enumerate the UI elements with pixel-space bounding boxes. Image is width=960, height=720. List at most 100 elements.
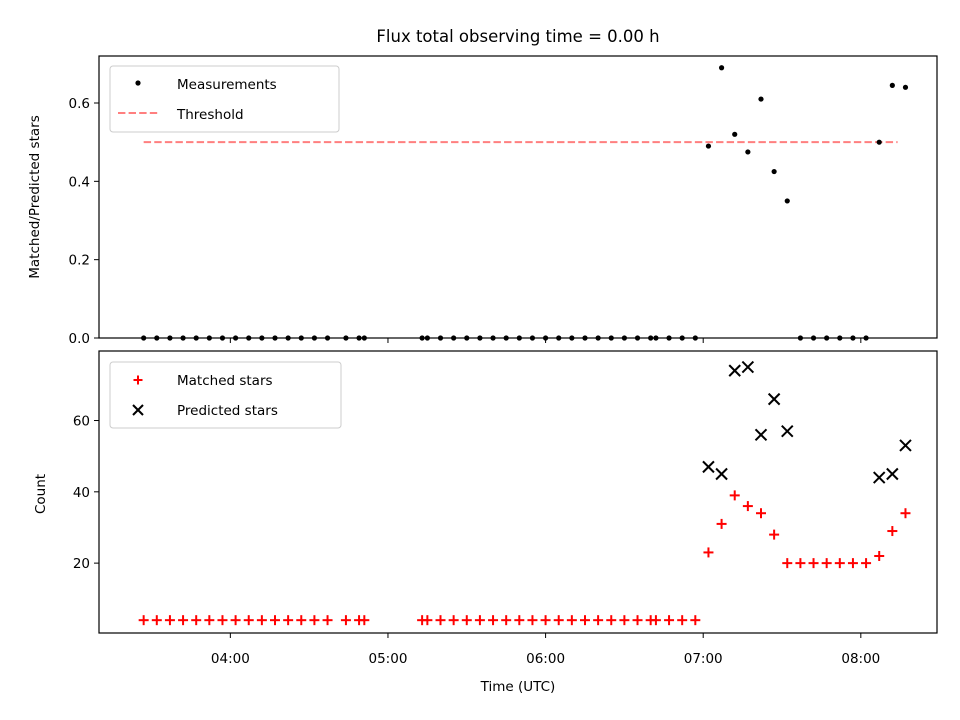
measurements-point	[745, 149, 751, 155]
bottom-x-ticks: 04:00 05:00 06:00 07:00 08:00	[211, 633, 880, 667]
predicted-stars-point	[781, 425, 794, 438]
matched-stars-point	[579, 615, 590, 626]
matched-stars-point	[874, 550, 885, 561]
y-tick-label: 0.6	[69, 96, 90, 112]
y-tick-label: 0.4	[69, 174, 90, 190]
matched-stars-point	[178, 615, 189, 626]
top-legend: Measurements Threshold	[109, 65, 340, 133]
matched-stars-point	[164, 615, 175, 626]
x-tick-label: 08:00	[841, 651, 880, 667]
measurements-point	[718, 65, 725, 71]
matched-stars-point	[664, 615, 675, 626]
measurements-point	[771, 168, 777, 175]
matched-stars-point	[204, 615, 215, 626]
predicted-stars-point	[886, 467, 899, 481]
top-legend-box	[109, 65, 340, 133]
matched-stars-point	[566, 615, 577, 626]
predicted-stars-point	[872, 471, 886, 484]
matched-stars-point	[690, 615, 701, 626]
measurements-point	[889, 82, 895, 88]
matched-stars-point	[729, 490, 740, 501]
predicted-stars-point	[741, 360, 755, 374]
top-x-ticks	[229, 338, 862, 343]
matched-stars-point	[900, 508, 911, 519]
bottom-panel: 20 40 60 04:00 05:00 06:00 07:00 08:00 Count T…	[33, 350, 938, 695]
x-tick-label: 04:00	[211, 651, 250, 667]
measurements-point	[784, 198, 790, 204]
matched-stars-point	[359, 615, 370, 626]
matched-stars-point	[808, 558, 819, 569]
x-tick-label: 05:00	[369, 651, 408, 667]
matched-stars-point	[296, 615, 307, 626]
matched-stars-point	[151, 615, 162, 626]
measurements-point	[732, 131, 738, 137]
matched-stars-point	[448, 615, 459, 626]
matched-stars-point	[461, 615, 472, 626]
matched-stars-point	[191, 615, 202, 626]
bottom-plot-marks	[138, 360, 912, 626]
measurements-point	[876, 139, 882, 145]
legend-measurements-marker	[135, 80, 141, 86]
matched-stars-point	[501, 615, 512, 626]
legend-threshold-label: Threshold	[176, 107, 244, 123]
matched-stars-point	[606, 615, 617, 626]
predicted-stars-point	[728, 364, 741, 377]
matched-stars-point	[243, 615, 254, 626]
bottom-legend: Matched stars Predicted stars	[109, 361, 342, 429]
bottom-y-ticks: 20 40 60	[73, 414, 99, 572]
predicted-stars-point	[702, 460, 715, 474]
top-y-axis-title: Matched/Predicted stars	[27, 115, 43, 278]
matched-stars-point	[309, 615, 320, 626]
matched-stars-point	[619, 615, 630, 626]
matched-stars-point	[553, 615, 564, 626]
predicted-stars-point	[754, 428, 768, 441]
legend-matched-marker	[133, 375, 143, 385]
matched-stars-point	[514, 615, 525, 626]
matched-stars-point	[593, 615, 604, 626]
matched-stars-point	[861, 558, 872, 569]
y-tick-label: 20	[73, 556, 90, 572]
matched-stars-point	[488, 615, 499, 626]
matched-stars-point	[540, 615, 551, 626]
legend-predicted-marker	[132, 404, 144, 416]
measurements-point	[758, 96, 764, 102]
matched-stars-point	[340, 615, 351, 626]
predicted-stars-point	[715, 467, 728, 481]
predicted-stars-point	[767, 392, 781, 406]
matched-stars-point	[755, 508, 766, 519]
matched-stars-point	[256, 615, 267, 626]
y-tick-label: 40	[73, 485, 90, 501]
matched-stars-point	[769, 529, 780, 540]
matched-stars-point	[887, 526, 898, 537]
matched-stars-point	[716, 518, 727, 529]
matched-stars-point	[217, 615, 228, 626]
matched-stars-point	[138, 615, 149, 626]
y-tick-label: 60	[73, 414, 90, 430]
bottom-legend-box	[109, 361, 342, 429]
matched-stars-point	[677, 615, 688, 626]
matched-stars-point	[283, 615, 294, 626]
legend-matched-label: Matched stars	[177, 373, 273, 389]
y-tick-label: 0.2	[69, 253, 90, 269]
matched-stars-point	[435, 615, 446, 626]
matched-stars-point	[742, 501, 753, 512]
top-panel: 0.0 0.2 0.4 0.6 Matched/Predicted stars Mea…	[27, 55, 938, 347]
matched-stars-point	[834, 558, 845, 569]
bottom-y-axis-title: Count	[33, 474, 49, 514]
matched-stars-point	[230, 615, 241, 626]
legend-predicted-label: Predicted stars	[177, 403, 278, 419]
predicted-stars-point	[899, 439, 912, 452]
matched-stars-point	[422, 615, 433, 626]
matched-stars-point	[821, 558, 832, 569]
top-axes-frame	[98, 55, 938, 339]
matched-stars-point	[703, 547, 714, 558]
matched-stars-point	[795, 558, 806, 569]
y-tick-label: 0.0	[69, 331, 90, 347]
matched-stars-point	[474, 615, 485, 626]
chart-title: Flux total observing time = 0.00 h	[376, 27, 659, 46]
matched-stars-point	[650, 615, 661, 626]
x-axis-title: Time (UTC)	[480, 679, 556, 695]
top-y-ticks: 0.0 0.2 0.4 0.6	[69, 96, 99, 347]
matched-stars-point	[270, 615, 281, 626]
